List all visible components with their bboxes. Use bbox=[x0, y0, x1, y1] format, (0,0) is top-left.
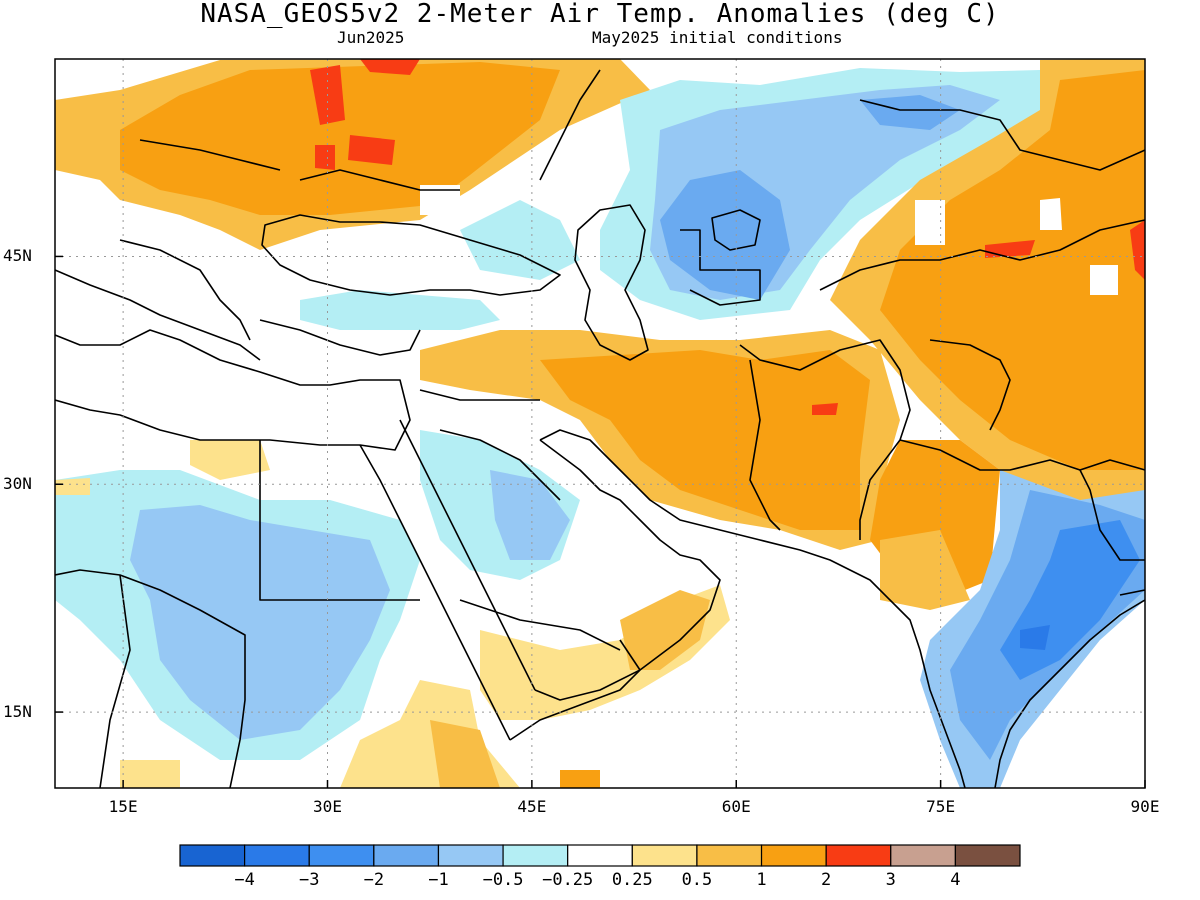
lon-label: 90E bbox=[1130, 797, 1160, 816]
colorbar-label: −1 bbox=[428, 870, 449, 890]
lon-label: 45E bbox=[517, 797, 547, 816]
anomaly-shading bbox=[55, 59, 1145, 788]
colorbar-label: 4 bbox=[950, 870, 961, 890]
lon-label: 75E bbox=[926, 797, 956, 816]
forecast-month: Jun2025 bbox=[337, 28, 405, 47]
colorbar-swatch bbox=[437, 844, 504, 867]
coastlines-and-borders bbox=[55, 69, 1145, 788]
colorbar-label: 0.5 bbox=[681, 870, 713, 890]
colorbar-label: −2 bbox=[363, 870, 385, 890]
colorbar-swatch bbox=[502, 844, 569, 867]
colorbar-swatch bbox=[890, 844, 956, 867]
lon-label: 15E bbox=[108, 797, 138, 816]
lon-label: 30E bbox=[313, 797, 342, 816]
colorbar-label: 3 bbox=[885, 870, 896, 890]
colorbar-swatch bbox=[631, 844, 698, 867]
initial-conditions: May2025 initial conditions bbox=[592, 28, 843, 47]
colorbar-swatch bbox=[373, 844, 440, 867]
colorbar-swatch bbox=[244, 844, 310, 867]
gridlines bbox=[55, 59, 1145, 788]
colorbar-label: −0.25 bbox=[542, 870, 594, 890]
colorbar-swatch bbox=[308, 844, 375, 867]
chart-title: NASA_GEOS5v2 2-Meter Air Temp. Anomalies… bbox=[200, 0, 1000, 29]
colorbar-label: 0.25 bbox=[611, 870, 653, 890]
colorbar-swatch bbox=[825, 844, 892, 867]
colorbar-swatch bbox=[567, 844, 633, 867]
map-frame bbox=[54, 58, 1146, 789]
colorbar-label: 1 bbox=[756, 870, 767, 890]
colorbar-swatch bbox=[696, 844, 763, 867]
lat-label: 45N bbox=[3, 246, 32, 266]
colorbar-swatch bbox=[954, 844, 1021, 867]
lon-label: 60E bbox=[721, 797, 751, 816]
colorbar-label: 2 bbox=[821, 870, 832, 890]
lat-label: 15N bbox=[3, 702, 32, 722]
colorbar-label: −3 bbox=[298, 870, 320, 890]
colorbar-swatch bbox=[760, 844, 827, 867]
colorbar-swatch bbox=[179, 844, 246, 867]
colorbar-label: −0.5 bbox=[482, 870, 524, 890]
lat-label: 30N bbox=[3, 474, 32, 494]
colorbar-label: −4 bbox=[234, 870, 255, 890]
